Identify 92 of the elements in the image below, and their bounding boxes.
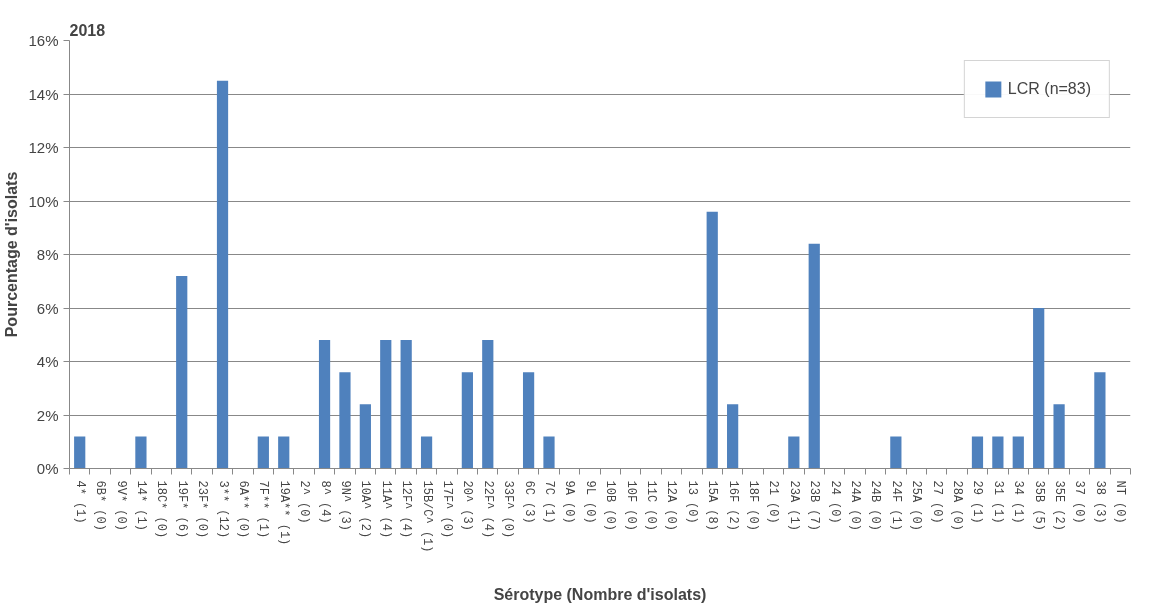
x-tick-label: 35B (5) xyxy=(1031,480,1046,531)
x-tick-label: 8^ (4) xyxy=(317,480,332,524)
x-tick-label: 6B* (0) xyxy=(93,480,108,531)
bar xyxy=(135,436,147,469)
x-tick-label: 22F^ (4) xyxy=(480,480,495,539)
x-tick-label: 33F^ (0) xyxy=(501,480,516,539)
bar xyxy=(971,436,984,469)
bar xyxy=(543,436,555,469)
bar xyxy=(706,211,718,469)
x-tick-label: 35E (2) xyxy=(1052,480,1067,531)
bar xyxy=(400,340,412,469)
x-tick-label: 7F** (1) xyxy=(256,480,271,539)
x-tick-label: 24A (0) xyxy=(848,480,863,531)
x-tick-label: 7C (1) xyxy=(541,480,556,524)
x-tick-label: 19F* (6) xyxy=(174,480,189,539)
bar xyxy=(359,404,371,469)
x-tick-label: 23F* (0) xyxy=(195,480,210,539)
x-tick-label: NT (0) xyxy=(1113,480,1128,524)
x-tick-label: 3** (12) xyxy=(215,480,230,539)
chart-title: 2018 xyxy=(69,21,106,39)
x-tick-label: 23A (1) xyxy=(786,480,801,531)
bar xyxy=(482,340,494,469)
x-tick-label: 9V* (0) xyxy=(113,480,128,531)
bar xyxy=(278,436,290,469)
x-tick-label: 12A (0) xyxy=(664,480,679,531)
y-tick-label: 8% xyxy=(36,246,59,263)
bar xyxy=(216,80,229,469)
x-axis-title: Sérotype (Nombre d'isolats) xyxy=(493,585,707,603)
bar xyxy=(522,372,535,469)
x-tick-label: 13 (0) xyxy=(684,480,699,524)
y-tick-label: 12% xyxy=(28,139,59,156)
bar xyxy=(808,243,820,469)
x-tick-label: 20^ (3) xyxy=(460,480,475,531)
bar xyxy=(788,436,800,469)
bar xyxy=(380,340,392,469)
x-tick-label: 18C* (0) xyxy=(154,480,169,539)
y-tick-label: 0% xyxy=(36,460,59,477)
y-axis-title: Pourcentage d'isolats xyxy=(3,171,21,338)
bar xyxy=(1012,436,1024,469)
x-tick-label: 38 (3) xyxy=(1092,480,1107,524)
x-tick-label: 15A (8) xyxy=(705,480,720,531)
x-tick-label: 21 (0) xyxy=(766,480,781,524)
y-tick-label: 10% xyxy=(28,192,59,210)
legend-label: LCR (n=83) xyxy=(1007,80,1091,98)
bar xyxy=(339,372,351,469)
x-tick-label: 11A^ (4) xyxy=(378,480,393,539)
x-tick-label: 6A** (0) xyxy=(235,480,250,539)
x-tick-label: 18F (0) xyxy=(746,480,761,531)
x-tick-label: 19A** (1) xyxy=(276,480,291,546)
bar xyxy=(1033,308,1045,469)
y-tick-label: 4% xyxy=(36,353,59,370)
x-tick-label: 2^ (0) xyxy=(297,480,312,524)
x-tick-label: 37 (0) xyxy=(1072,480,1087,524)
bar xyxy=(318,340,331,469)
x-tick-label: 24 (0) xyxy=(827,480,842,524)
x-tick-label: 9A (0) xyxy=(562,480,577,524)
x-tick-label: 15B/C^ (1) xyxy=(419,480,434,553)
x-tick-label: 24F (1) xyxy=(888,480,903,531)
bar xyxy=(1094,372,1106,469)
x-tick-label: 16F (2) xyxy=(725,480,740,531)
x-tick-label: 10A^ (2) xyxy=(358,480,373,539)
bar xyxy=(890,436,902,469)
x-tick-label: 28A (0) xyxy=(950,480,965,531)
x-tick-label: 4* (1) xyxy=(72,480,87,524)
bar xyxy=(992,436,1004,469)
bar xyxy=(1053,404,1065,469)
bar xyxy=(420,436,433,469)
x-tick-label: 11C (0) xyxy=(644,480,659,531)
y-tick-label: 2% xyxy=(36,406,59,424)
x-tick-label: 9N^ (3) xyxy=(337,480,352,531)
bar xyxy=(176,275,188,469)
x-tick-label: 34 (1) xyxy=(1011,480,1026,524)
bar xyxy=(257,436,269,469)
x-tick-label: 14* (1) xyxy=(133,480,148,531)
x-tick-label: 29 (1) xyxy=(970,480,985,524)
x-tick-label: 12F^ (4) xyxy=(399,480,414,539)
x-tick-label: 9L (0) xyxy=(582,480,597,524)
x-tick-label: 27 (0) xyxy=(929,480,944,524)
x-tick-label: 10B (0) xyxy=(603,480,618,531)
x-tick-label: 31 (1) xyxy=(990,480,1005,524)
x-tick-label: 10F (0) xyxy=(623,480,638,531)
x-tick-label: 17F^ (0) xyxy=(439,480,454,539)
y-tick-label: 6% xyxy=(36,299,59,317)
y-tick-label: 16% xyxy=(28,32,59,49)
x-tick-label: 24B (0) xyxy=(868,480,883,531)
x-tick-label: 6C (3) xyxy=(521,480,536,524)
bar xyxy=(727,404,739,469)
x-tick-label: 25A (0) xyxy=(909,480,924,531)
bar xyxy=(461,372,473,469)
bar xyxy=(74,436,86,469)
x-tick-label: 23B (7) xyxy=(807,480,822,531)
y-tick-label: 14% xyxy=(28,85,59,103)
